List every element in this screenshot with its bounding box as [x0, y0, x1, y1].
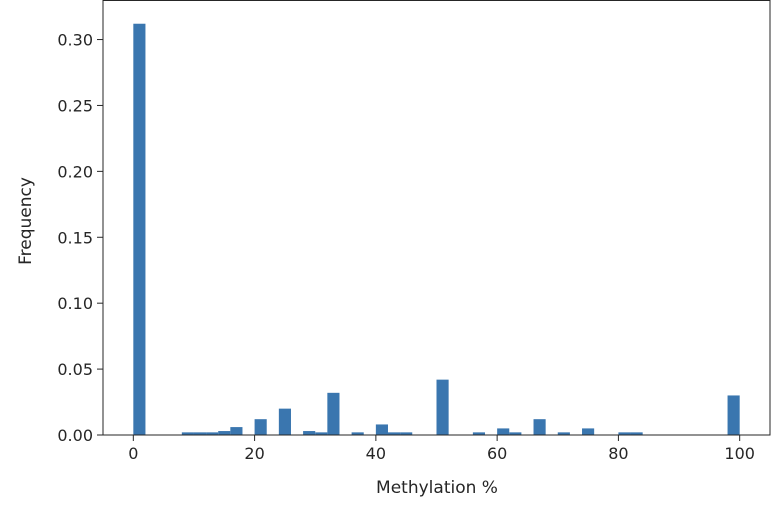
histogram-bar [351, 432, 364, 435]
x-tick-label: 40 [366, 444, 386, 463]
y-tick-label: 0.10 [57, 294, 93, 313]
x-tick-label: 0 [128, 444, 138, 463]
histogram-bar [533, 419, 546, 435]
axes-group [102, 0, 771, 436]
histogram-bar [400, 432, 413, 435]
histogram-bar [254, 419, 267, 435]
ticks-group: 0 20 40 60 80 100 0.00 0.05 0.10 0.15 0.20 0.25 0.30 [57, 31, 755, 463]
histogram-bar [278, 408, 291, 435]
plot-frame [102, 0, 771, 436]
histogram-bar [230, 427, 243, 435]
histogram-bar [509, 432, 522, 435]
y-tick-label: 0.15 [57, 228, 93, 247]
y-tick-label: 0.30 [57, 31, 93, 50]
x-tick-label: 60 [487, 444, 507, 463]
x-tick-label: 80 [608, 444, 628, 463]
histogram-bar [387, 432, 401, 435]
histogram-bar [557, 432, 570, 435]
histogram-bar [618, 432, 631, 435]
histogram-bar [497, 428, 510, 435]
bar-group [133, 23, 740, 435]
histogram-bar [582, 428, 595, 435]
histogram-bar [436, 379, 449, 435]
x-tick-label: 20 [244, 444, 264, 463]
histogram-bar [303, 431, 316, 435]
y-tick-label: 0.25 [57, 96, 93, 115]
histogram-bar [472, 432, 486, 435]
y-axis-label: Frequency [16, 177, 36, 265]
histogram-bar [218, 431, 231, 435]
histogram-bar [630, 432, 643, 435]
histogram-bar [375, 424, 388, 435]
x-axis-label: Methylation % [376, 478, 498, 498]
histogram-bar [315, 432, 328, 435]
x-tick-label: 100 [724, 444, 755, 463]
histogram-bar [327, 392, 340, 435]
histogram-bar [181, 432, 194, 435]
y-tick-label: 0.05 [57, 360, 93, 379]
histogram-bar [206, 432, 219, 435]
y-tick-label: 0.20 [57, 162, 93, 181]
histogram-bar [133, 23, 146, 435]
histogram-bar [193, 432, 207, 435]
histogram-bar [727, 395, 740, 435]
y-tick-label: 0.00 [57, 426, 93, 445]
